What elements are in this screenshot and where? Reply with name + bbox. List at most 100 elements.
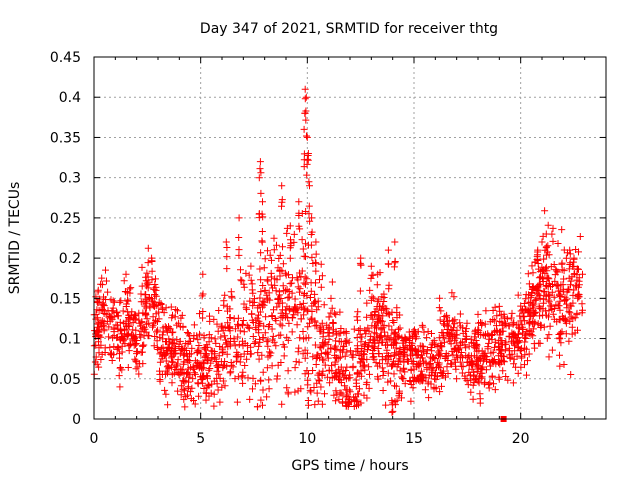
data-point xyxy=(223,265,231,273)
data-point xyxy=(309,367,317,374)
data-point xyxy=(377,306,385,314)
data-point xyxy=(302,280,309,288)
data-point xyxy=(543,334,551,342)
data-point xyxy=(392,350,400,358)
data-point xyxy=(547,263,555,271)
data-point xyxy=(181,403,189,411)
data-point xyxy=(440,318,448,325)
data-point xyxy=(174,307,181,315)
data-point xyxy=(199,372,207,380)
data-point xyxy=(396,367,404,375)
data-point xyxy=(545,353,553,361)
data-point xyxy=(486,362,494,370)
data-point xyxy=(343,386,351,394)
data-point xyxy=(337,338,345,346)
data-point xyxy=(148,276,156,284)
data-point xyxy=(283,229,291,237)
data-point xyxy=(565,337,573,345)
data-point xyxy=(95,349,103,357)
data-point xyxy=(280,287,288,295)
data-point xyxy=(186,357,194,364)
data-point xyxy=(146,304,154,312)
data-point xyxy=(384,260,392,268)
data-point xyxy=(549,310,557,318)
data-point xyxy=(261,255,269,263)
data-point xyxy=(523,371,530,379)
data-point xyxy=(417,367,425,375)
data-point xyxy=(264,296,272,304)
data-point xyxy=(302,116,310,124)
data-point xyxy=(387,377,395,385)
x-tick-label: 0 xyxy=(90,431,99,447)
data-point xyxy=(277,295,285,302)
data-point xyxy=(305,178,313,186)
data-point xyxy=(456,310,464,318)
data-point xyxy=(194,362,202,369)
data-point xyxy=(481,378,489,386)
data-point xyxy=(120,277,128,285)
data-point xyxy=(323,321,331,329)
data-point xyxy=(514,334,522,342)
data-point xyxy=(567,281,574,289)
data-point xyxy=(179,345,187,353)
data-point xyxy=(568,330,576,338)
data-point xyxy=(122,270,130,278)
data-point xyxy=(465,342,473,350)
data-point xyxy=(372,359,380,367)
data-point xyxy=(379,372,387,379)
data-point xyxy=(544,221,552,229)
data-point xyxy=(301,85,309,93)
data-point xyxy=(298,303,306,311)
data-point xyxy=(423,334,431,342)
data-point xyxy=(373,324,380,332)
data-point xyxy=(254,349,262,357)
data-point xyxy=(451,358,459,366)
data-point xyxy=(297,315,305,323)
data-point xyxy=(236,327,244,335)
data-point xyxy=(491,343,498,351)
data-point xyxy=(259,334,267,341)
data-point xyxy=(266,352,274,360)
data-point xyxy=(388,408,396,416)
data-point xyxy=(178,368,186,376)
data-point xyxy=(514,291,522,299)
data-point xyxy=(484,343,492,351)
data-point xyxy=(172,306,180,313)
data-point xyxy=(396,324,404,332)
data-point xyxy=(214,364,222,371)
data-point xyxy=(171,363,179,371)
data-point xyxy=(136,331,144,339)
data-point xyxy=(234,373,242,381)
data-point xyxy=(168,345,176,353)
data-point xyxy=(184,330,192,338)
data-point xyxy=(272,317,280,325)
data-point xyxy=(575,293,583,301)
data-point xyxy=(541,207,549,215)
data-point xyxy=(539,311,547,319)
data-point xyxy=(400,364,408,372)
data-point xyxy=(142,328,150,336)
data-point xyxy=(182,393,190,401)
data-point xyxy=(191,370,199,378)
data-point xyxy=(164,369,171,377)
data-point xyxy=(441,313,449,320)
data-point xyxy=(333,368,341,376)
data-point xyxy=(371,311,379,319)
data-point xyxy=(274,361,282,369)
data-point xyxy=(482,307,490,315)
data-point xyxy=(275,331,283,339)
data-point xyxy=(239,379,247,387)
data-point xyxy=(537,321,545,329)
data-point xyxy=(311,341,319,349)
data-point xyxy=(239,368,247,376)
data-point xyxy=(309,353,317,361)
data-point xyxy=(413,360,421,368)
data-point xyxy=(273,241,280,249)
data-point xyxy=(224,307,231,315)
data-point xyxy=(527,312,535,320)
data-point xyxy=(169,358,177,366)
data-point xyxy=(104,288,112,296)
data-point xyxy=(240,328,248,336)
data-point xyxy=(135,309,143,317)
data-point xyxy=(539,305,547,313)
